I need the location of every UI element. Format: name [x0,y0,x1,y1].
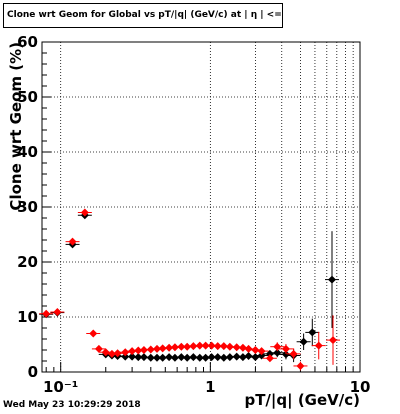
data-point-series-2 [251,346,260,354]
data-point-series-2 [134,346,143,355]
data-point-series-2 [207,341,216,350]
data-point-series-1 [213,353,222,362]
data-point-series-1 [281,350,290,359]
data-point-series-2 [128,347,137,356]
data-point-series-1 [170,353,179,362]
y-tick-label: 0 [28,363,38,381]
data-point-series-1 [328,275,337,284]
x-tick-label: 10⁻¹ [43,378,78,396]
data-point-series-2 [113,349,122,358]
data-point-series-1 [265,349,274,358]
data-point-series-1 [308,328,317,337]
data-point-series-2 [165,343,174,352]
data-point-series-2 [42,309,51,318]
data-point-series-2 [314,341,323,350]
data-point-series-1 [299,337,308,346]
data-point-series-2 [281,344,290,353]
y-tick-label: 50 [17,88,38,106]
data-point-series-1 [139,353,148,362]
data-point-series-2 [158,344,167,353]
chart-title: Clone wrt Geom for Global vs pT/|q| (GeV… [3,3,283,28]
data-point-series-2 [273,342,282,351]
x-axis-label: pT/|q| (GeV/c) [244,391,360,410]
data-point-series-2 [257,347,266,356]
data-point-series-2 [219,342,228,351]
data-point-series-1 [183,353,192,362]
data-point-series-2 [139,346,148,354]
data-point-series-2 [121,348,130,357]
data-point-series-2 [94,344,103,353]
data-point-series-2 [225,342,234,351]
data-point-series-1 [201,353,210,362]
data-point-series-2 [107,349,116,358]
data-point-series-1 [128,352,137,361]
y-tick-label: 20 [17,253,38,271]
data-point-series-1 [244,352,253,361]
data-point-series-1 [165,353,174,362]
data-point-series-2 [152,344,161,353]
y-axis-label: Clone wrt Geom (%) [7,42,25,211]
data-point-series-2 [183,342,192,351]
data-point-series-2 [289,349,298,358]
data-point-series-2 [146,345,155,354]
data-point-series-2 [232,343,241,352]
data-point-series-2 [80,208,89,217]
data-point-series-2 [238,343,247,352]
y-tick-label: 30 [17,198,38,216]
y-tick-label: 10 [17,308,38,326]
data-point-series-2 [244,344,253,353]
timestamp: Wed May 23 10:29:29 2018 [3,400,141,410]
data-point-series-2 [170,343,179,352]
data-point-series-1 [219,353,228,362]
data-point-series-1 [251,353,260,362]
x-tick-label: 1 [205,378,215,396]
data-point-series-1 [225,353,234,362]
data-point-series-2 [296,361,305,370]
data-point-series-1 [189,353,198,362]
data-point-series-2 [68,237,77,246]
x-tick-label: 10 [350,378,371,396]
data-point-series-2 [189,342,198,351]
data-point-series-2 [53,308,62,317]
data-point-series-1 [232,352,241,361]
data-point-series-1 [238,353,247,362]
data-point-series-1 [177,353,186,362]
data-point-series-2 [265,354,274,363]
data-point-series-1 [158,353,167,362]
data-point-series-2 [328,336,337,345]
y-tick-label: 40 [17,143,38,161]
y-tick-label: 60 [17,33,38,51]
data-point-series-2 [89,329,98,338]
